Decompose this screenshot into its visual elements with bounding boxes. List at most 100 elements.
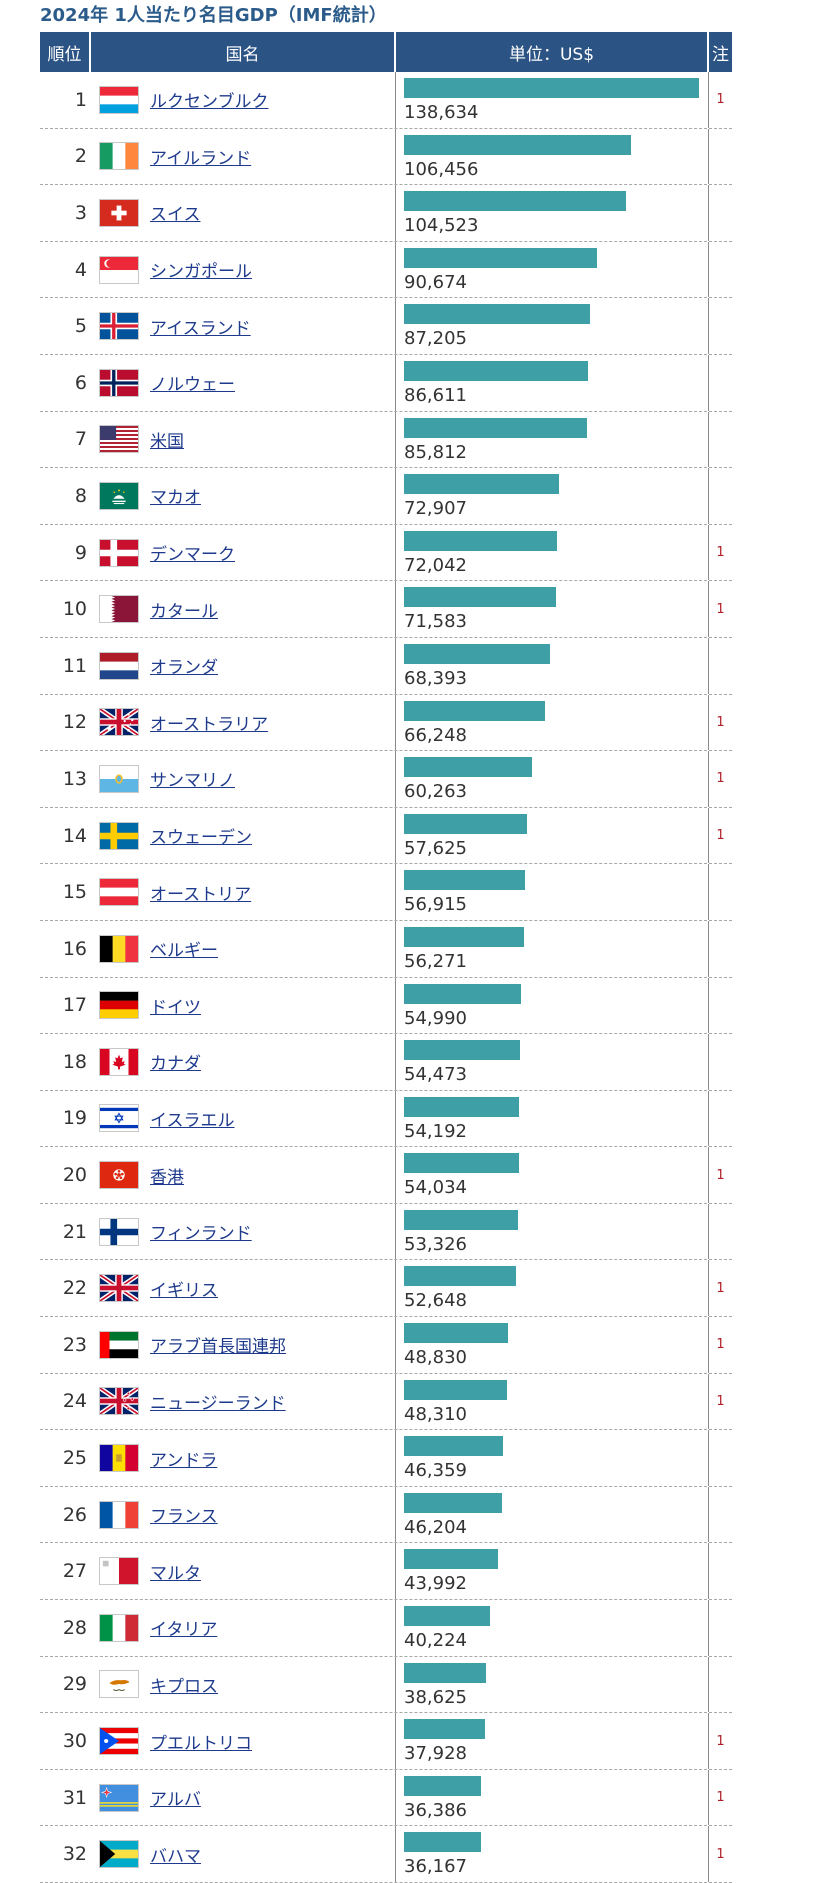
gdp-value-label: 104,523 (404, 215, 479, 237)
gdp-bar (404, 134, 631, 155)
note-cell (709, 1600, 732, 1656)
table-row: 31 アルバ 36,386 1 (40, 1769, 732, 1827)
israel-flag-icon (99, 1104, 139, 1133)
country-link[interactable]: アイルランド (150, 148, 252, 169)
hong-kong-flag-icon (99, 1161, 139, 1190)
usa-flag-icon (99, 425, 139, 454)
gdp-value-label: 37,928 (404, 1743, 467, 1765)
country-link[interactable]: シンガポール (150, 262, 252, 283)
country-link[interactable]: アルバ (150, 1790, 201, 1811)
country-link[interactable]: フランス (150, 1507, 218, 1528)
table-row: 3 スイス 104,523 (40, 185, 732, 242)
country-cell: アンドラ (91, 1430, 396, 1486)
note-cell: 1 (716, 92, 725, 108)
country-link[interactable]: 米国 (150, 431, 184, 452)
gdp-value-label: 36,167 (404, 1856, 467, 1878)
gdp-value-label: 46,359 (404, 1460, 467, 1482)
value-cell: 72,907 (396, 468, 709, 524)
country-link[interactable]: オーストリア (150, 884, 252, 905)
country-link[interactable]: バハマ (150, 1846, 201, 1867)
rank-cell: 7 (74, 428, 87, 451)
country-link[interactable]: ドイツ (150, 997, 201, 1018)
country-link[interactable]: カタール (150, 601, 218, 622)
country-link[interactable]: イタリア (150, 1620, 218, 1641)
rank-cell: 23 (62, 1333, 87, 1356)
header-unit: 単位：US$ (396, 32, 709, 72)
page-title: 2024年 1人当たり名目GDP（IMF統計） (40, 5, 387, 26)
country-link[interactable]: マカオ (150, 488, 201, 509)
country-link[interactable]: フィンランド (150, 1224, 252, 1245)
country-link[interactable]: アイスランド (150, 318, 251, 339)
country-link[interactable]: イギリス (150, 1280, 218, 1301)
country-link[interactable]: オーストラリア (150, 714, 269, 735)
gdp-bar (404, 643, 550, 664)
gdp-bar (404, 1379, 507, 1400)
country-cell: ドイツ (91, 977, 396, 1034)
value-cell: 68,393 (396, 637, 709, 694)
country-link[interactable]: サンマリノ (150, 771, 235, 792)
gdp-value-label: 48,310 (404, 1403, 467, 1425)
ireland-flag-icon (99, 142, 139, 171)
rank-cell: 14 (62, 824, 87, 847)
country-link[interactable]: アラブ首長国連邦 (150, 1337, 286, 1358)
rank-cell: 24 (62, 1390, 87, 1413)
country-link[interactable]: ニュージーランド (150, 1393, 286, 1414)
table-row: 14 スウェーデン 57,625 1 (40, 807, 732, 865)
note-cell: 1 (716, 1846, 725, 1862)
rank-cell: 6 (74, 371, 87, 394)
value-cell: 54,473 (396, 1034, 709, 1090)
country-link[interactable]: スウェーデン (150, 828, 252, 849)
country-cell: バハマ (91, 1826, 396, 1882)
rank-cell: 25 (62, 1447, 87, 1470)
table-row: 21 フィンランド 53,326 (40, 1203, 732, 1261)
value-cell: 54,990 (396, 977, 709, 1034)
value-cell: 53,326 (396, 1203, 709, 1260)
country-link[interactable]: カナダ (150, 1054, 201, 1075)
table-row: 23 アラブ首長国連邦 48,830 1 (40, 1317, 732, 1374)
france-flag-icon (99, 1500, 139, 1529)
puerto-rico-flag-icon (99, 1727, 139, 1756)
country-cell: プエルトリコ (91, 1713, 396, 1769)
table-row: 17 ドイツ 54,990 (40, 977, 732, 1035)
country-link[interactable]: デンマーク (150, 545, 235, 566)
gdp-bar (404, 1040, 520, 1061)
gdp-bar (404, 813, 527, 834)
country-link[interactable]: キプロス (150, 1676, 218, 1697)
gdp-bar (404, 530, 558, 551)
gdp-value-label: 72,042 (404, 554, 467, 576)
table-row: 27 マルタ 43,992 (40, 1543, 732, 1601)
gdp-bar (404, 304, 590, 325)
table-row: 9 デンマーク 72,042 1 (40, 524, 732, 582)
country-link[interactable]: スイス (150, 205, 201, 226)
note-cell: 1 (716, 828, 725, 844)
note-cell (709, 242, 732, 298)
gdp-value-label: 85,812 (404, 441, 467, 463)
country-link[interactable]: アンドラ (150, 1450, 218, 1471)
gdp-bar (404, 757, 533, 778)
country-cell: フィンランド (91, 1203, 396, 1260)
country-link[interactable]: ベルギー (150, 941, 218, 962)
value-cell: 36,386 (396, 1769, 709, 1826)
country-cell: ニュージーランド (91, 1373, 396, 1430)
country-cell: マカオ (91, 468, 396, 524)
country-cell: イギリス (91, 1260, 396, 1317)
country-link[interactable]: マルタ (150, 1563, 201, 1584)
rank-cell: 15 (62, 881, 87, 904)
table-row: 26 フランス 46,204 (40, 1486, 732, 1544)
country-link[interactable]: ノルウェー (150, 375, 235, 396)
country-link[interactable]: ルクセンブルク (150, 92, 269, 113)
italy-flag-icon (99, 1613, 139, 1642)
note-cell: 1 (716, 1790, 725, 1806)
country-link[interactable]: 香港 (150, 1167, 184, 1188)
country-link[interactable]: オランダ (150, 658, 218, 679)
rank-cell: 18 (62, 1050, 87, 1073)
table-row: 6 ノルウェー 86,611 (40, 354, 732, 412)
note-cell (709, 355, 732, 411)
gdp-bar (404, 474, 560, 495)
netherlands-flag-icon (99, 651, 139, 680)
gdp-bar (404, 1832, 481, 1853)
country-link[interactable]: イスラエル (150, 1110, 235, 1131)
country-link[interactable]: プエルトリコ (150, 1733, 252, 1754)
gdp-bar (404, 1153, 519, 1174)
san-marino-flag-icon (99, 764, 139, 793)
